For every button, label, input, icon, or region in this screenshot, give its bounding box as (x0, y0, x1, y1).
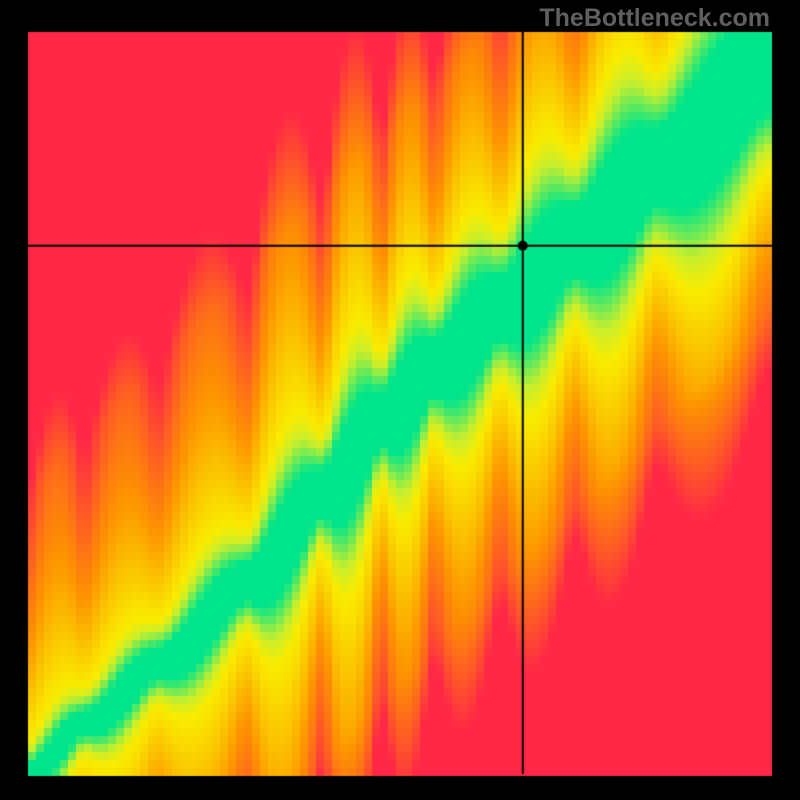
watermark-text: TheBottleneck.com (539, 4, 770, 33)
bottleneck-heatmap (0, 0, 800, 800)
